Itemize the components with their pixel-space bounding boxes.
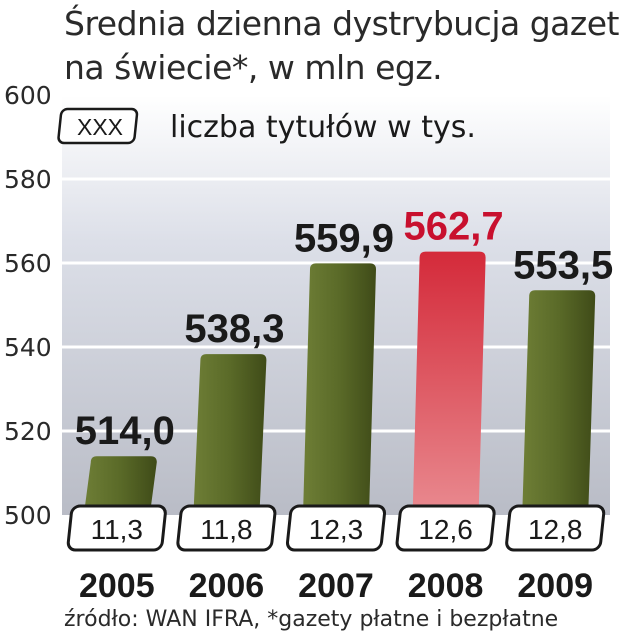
- y-tick-label-560: 560: [4, 249, 52, 278]
- title-count-label-2008: 12,6: [418, 514, 473, 545]
- y-tick-label-600: 600: [4, 81, 52, 110]
- value-label-2005: 514,0: [75, 409, 175, 453]
- y-tick-label-540: 540: [4, 333, 52, 362]
- value-label-2009: 553,5: [513, 243, 613, 287]
- bar-2007: [303, 263, 376, 515]
- title-count-box-2006: [176, 504, 277, 552]
- legend-box: [57, 107, 139, 145]
- category-label-2006: 2006: [189, 567, 265, 605]
- title-count-box-2009: [505, 504, 606, 552]
- value-label-2008: 562,7: [404, 205, 504, 249]
- y-tick-label-520: 520: [4, 417, 52, 446]
- chart-title-line-1: Średnia dzienna dystrybucja gazet: [64, 4, 619, 43]
- value-label-2006: 538,3: [184, 307, 284, 351]
- title-count-boxes: 11,3 11,8 12,3 12,6 12,8: [66, 504, 606, 552]
- bar-2009: [522, 290, 596, 515]
- y-tick-label-580: 580: [4, 165, 52, 194]
- title-count-label-2009: 12,8: [528, 514, 583, 545]
- title-count-label-2005: 11,3: [91, 514, 143, 545]
- legend-text: liczba tytułów w tys.: [170, 110, 476, 145]
- category-label-2009: 2009: [517, 567, 593, 605]
- category-labels: 2005 2006 2007 2008 2009: [79, 567, 593, 605]
- title-count-label-2007: 12,3: [309, 514, 364, 545]
- value-label-2007: 559,9: [294, 216, 394, 260]
- title-count-box-2008: [395, 504, 496, 552]
- source-note: źródło: WAN IFRA, *gazety płatne i bezpł…: [64, 607, 559, 632]
- title-count-box-2005: [66, 504, 167, 552]
- chart-title-line-2: na świecie*, w mln egz.: [64, 48, 443, 87]
- bar-2005: [83, 456, 157, 515]
- y-tick-label-500: 500: [4, 501, 52, 530]
- legend-box-label: XXX: [77, 114, 123, 140]
- category-label-2005: 2005: [79, 567, 155, 605]
- title-count-label-2006: 11,8: [200, 514, 252, 545]
- grid-lines: [62, 93, 610, 433]
- category-label-2008: 2008: [408, 567, 484, 605]
- category-label-2007: 2007: [298, 567, 374, 605]
- bar-2006: [193, 354, 267, 515]
- chart-title: Średnia dzienna dystrybucja gazet na świ…: [64, 2, 619, 90]
- bar-2008: [412, 251, 486, 515]
- legend: XXX liczba tytułów w tys.: [57, 107, 476, 145]
- title-count-box-2007: [285, 504, 387, 552]
- bars: [83, 251, 596, 515]
- y-axis: 500 520 540 560 580 600: [4, 81, 52, 530]
